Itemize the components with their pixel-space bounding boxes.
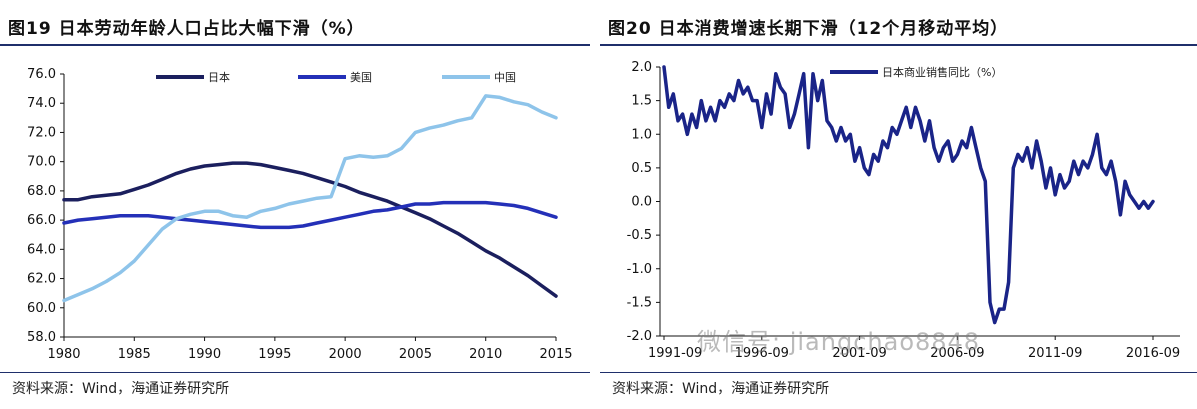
left-chart-panel: 图19 日本劳动年龄人口占比大幅下滑（%） 58.0 60.0 62.0 64.0 66… (0, 0, 590, 409)
x-tick-label: 2001-09 (832, 346, 886, 361)
y-tick-label: -1.0 (627, 262, 652, 277)
y-tick-label: 1.5 (631, 94, 652, 109)
y-tick-label: -2.0 (627, 329, 652, 344)
wechat-watermark: 微信号: jiangchao8848 (697, 328, 981, 356)
y-tick-label: 66.0 (27, 213, 56, 228)
y-tick-label: 0.5 (631, 161, 652, 176)
x-tick-label: 1990 (188, 347, 221, 362)
left-source-note: 资料来源：Wind，海通证券研究所 (12, 381, 230, 397)
y-tick-label: 70.0 (27, 155, 56, 170)
y-tick-label: 68.0 (27, 184, 56, 199)
x-tick-label: 2006-09 (930, 346, 984, 361)
y-tick-label: 1.0 (631, 127, 652, 142)
legend-label-1: 日本 (208, 70, 230, 84)
legend-label: 日本商业销售同比（%） (882, 65, 1002, 79)
y-tick-label: -1.5 (627, 295, 652, 310)
series-line-3 (62, 94, 558, 303)
x-tick-label: 2016-09 (1126, 346, 1180, 361)
right-source-note: 资料来源：Wind，海通证券研究所 (612, 381, 830, 397)
y-tick-label: 0.0 (631, 195, 652, 210)
legend-label-3: 中国 (494, 71, 516, 84)
left-title-rule (0, 44, 590, 46)
right-source-rule (600, 372, 1197, 373)
right-title-rule (600, 44, 1197, 46)
y-tick-label: 60.0 (27, 301, 56, 316)
left-chart-title: 图19 日本劳动年龄人口占比大幅下滑（%） (8, 19, 365, 39)
y-tick-label: 64.0 (27, 242, 56, 257)
y-tick-label: 76.0 (27, 67, 56, 82)
x-tick-label: 2010 (469, 347, 502, 362)
y-tick-label: 2.0 (631, 60, 652, 75)
series-line-1 (62, 161, 558, 298)
right-chart-panel: 图20 日本消费增速长期下滑（12个月移动平均） 2.0 1.5 1.0 0.5 0.0… (600, 0, 1197, 409)
left-source-rule (0, 372, 590, 373)
x-tick-label: 1985 (118, 347, 151, 362)
left-chart-plot: 58.0 60.0 62.0 64.0 66.0 68.0 70.0 72.0 74.0 76.0… (27, 67, 573, 362)
y-tick-label: 74.0 (27, 96, 56, 111)
x-tick-label: 2005 (399, 347, 432, 362)
x-tick-label: 1995 (258, 347, 291, 362)
x-tick-label: 2015 (539, 347, 572, 362)
right-chart-title: 图20 日本消费增速长期下滑（12个月移动平均） (608, 19, 1009, 39)
legend-label-2: 美国 (350, 71, 372, 84)
series-line-retail (662, 65, 1155, 325)
x-tick-label: 2011-09 (1028, 346, 1082, 361)
x-tick-label: 1996-09 (735, 346, 789, 361)
y-tick-label: 58.0 (27, 330, 56, 345)
x-tick-label: 1991-09 (648, 346, 702, 361)
right-chart-plot: 2.0 1.5 1.0 0.5 0.0 -0.5 -1.0 -1.5 -2.0 1991-09 19… (627, 60, 1181, 361)
x-tick-label: 2000 (329, 347, 362, 362)
x-tick-label: 1980 (47, 347, 80, 362)
series-line-2 (62, 200, 558, 230)
y-tick-label: 72.0 (27, 125, 56, 140)
y-tick-label: -0.5 (627, 228, 652, 243)
y-tick-label: 62.0 (27, 272, 56, 287)
